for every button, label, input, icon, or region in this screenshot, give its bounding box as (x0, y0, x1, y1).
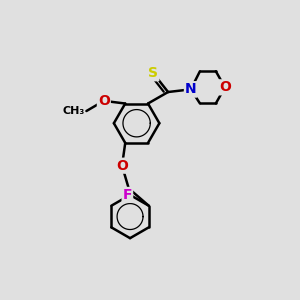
Text: F: F (123, 188, 132, 202)
Text: O: O (98, 94, 110, 108)
Text: N: N (185, 82, 196, 96)
Text: N: N (185, 82, 196, 96)
Text: O: O (116, 159, 128, 173)
Text: S: S (148, 66, 158, 80)
Text: O: O (219, 80, 231, 94)
Text: CH₃: CH₃ (62, 106, 84, 116)
